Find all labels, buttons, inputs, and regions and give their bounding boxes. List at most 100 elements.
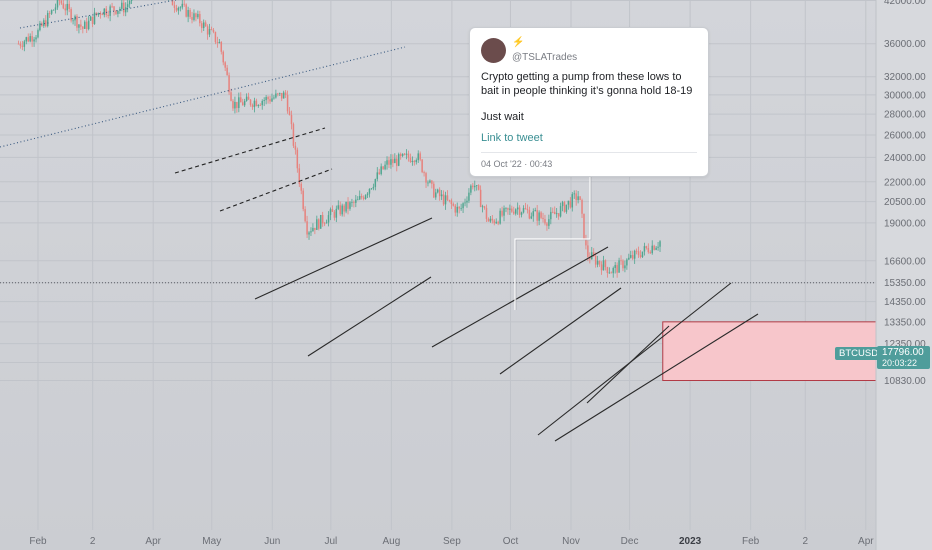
candle-body	[520, 212, 523, 215]
candle-body	[72, 20, 74, 22]
price-tick-label: 28000.00	[884, 110, 926, 121]
time-tick-label: Sep	[443, 536, 461, 547]
trend-line	[554, 313, 759, 442]
candle-body	[220, 41, 223, 52]
price-tick-label: 16600.00	[884, 256, 926, 267]
candle-body	[575, 193, 577, 201]
price-axis-background	[876, 0, 932, 550]
candle-body	[126, 4, 129, 8]
connector-shadow	[515, 176, 592, 310]
candle-body	[610, 272, 613, 274]
candle-body	[251, 104, 254, 108]
candle-body	[195, 13, 197, 18]
candle-body	[468, 192, 470, 201]
time-tick-label: Dec	[621, 536, 639, 547]
candle-body	[475, 185, 478, 186]
time-axis[interactable]: Feb 2 Apr May Jun Jul Aug Sep Oct Nov Dec 2023 Feb 2 A…	[29, 536, 874, 547]
grid	[0, 0, 876, 530]
price-tick-label: 10830.00	[884, 376, 926, 387]
trend-line	[0, 46, 406, 148]
candle-body	[306, 221, 308, 235]
candle-body	[216, 42, 219, 44]
candle-body	[392, 159, 394, 164]
candle-body	[331, 209, 334, 212]
candle-body	[115, 10, 117, 14]
candle-body	[483, 206, 486, 208]
candle-body	[505, 207, 507, 209]
candle-body	[325, 222, 328, 224]
candle-body	[93, 12, 96, 25]
candle-body	[378, 172, 380, 175]
candle-body	[43, 20, 45, 26]
candle-body	[275, 93, 277, 98]
candle-body	[474, 185, 476, 188]
candle-body	[302, 190, 304, 210]
candle-body	[240, 97, 242, 103]
candle-body	[637, 251, 640, 256]
candle-body	[630, 255, 632, 258]
candle-body	[360, 195, 363, 198]
candle-body	[431, 180, 433, 184]
candle-body	[189, 10, 191, 18]
candle-body	[456, 206, 458, 213]
candle-body	[364, 195, 367, 199]
candle-body	[596, 260, 599, 265]
candle-body	[569, 200, 572, 208]
time-tick-label: 2	[90, 536, 96, 547]
candle-body	[202, 22, 205, 29]
candle-body	[255, 100, 258, 107]
bolt-icon: ⚡	[512, 37, 525, 48]
candle-body	[121, 2, 123, 9]
candle-body	[343, 205, 345, 212]
candle-body	[80, 24, 82, 27]
candle-body	[440, 194, 443, 197]
candle-body	[228, 75, 230, 93]
candle-body	[524, 208, 527, 210]
candle-body	[399, 154, 402, 157]
trend-line	[499, 287, 622, 375]
candle-body	[105, 8, 107, 15]
candle-body	[380, 166, 382, 175]
candle-body	[534, 210, 536, 212]
candle-body	[60, 0, 63, 4]
candle-body	[509, 208, 511, 210]
candle-body	[310, 231, 312, 233]
candle-body	[538, 212, 540, 221]
candle-body	[446, 195, 449, 200]
candle-body	[388, 160, 390, 165]
candle-body	[193, 13, 195, 20]
price-tick-label: 19000.00	[884, 218, 926, 229]
candle-body	[45, 20, 47, 27]
candle-body	[197, 13, 199, 18]
candle-body	[573, 193, 575, 195]
candle-body	[48, 13, 51, 14]
candle-body	[413, 160, 416, 163]
candle-body	[501, 210, 503, 216]
candle-body	[653, 245, 655, 250]
candle-body	[544, 219, 546, 224]
candle-body	[238, 97, 240, 109]
candle-body	[224, 62, 226, 68]
candle-body	[222, 51, 224, 63]
tweet-text: Crypto getting a pump from these lows to…	[481, 70, 701, 136]
candle-body	[271, 98, 273, 102]
candle-body	[33, 39, 35, 42]
trend-lines	[0, 0, 759, 442]
candle-body	[107, 14, 109, 16]
candle-body	[284, 92, 287, 95]
candle-body	[304, 209, 306, 222]
candle-body	[458, 206, 460, 209]
candle-body	[643, 246, 646, 252]
candle-body	[386, 160, 388, 165]
candle-body	[357, 199, 359, 201]
candle-body	[267, 97, 269, 100]
candle-body	[460, 208, 462, 210]
price-axis[interactable]: 42000.00 36000.00 32000.00 30000.00 28000.00…	[875, 0, 932, 550]
candle-body	[214, 31, 217, 43]
candle-body	[259, 105, 262, 106]
candle-body	[639, 255, 642, 258]
candle-body	[173, 5, 176, 8]
link-to-tweet[interactable]: Link to tweet	[481, 132, 543, 144]
